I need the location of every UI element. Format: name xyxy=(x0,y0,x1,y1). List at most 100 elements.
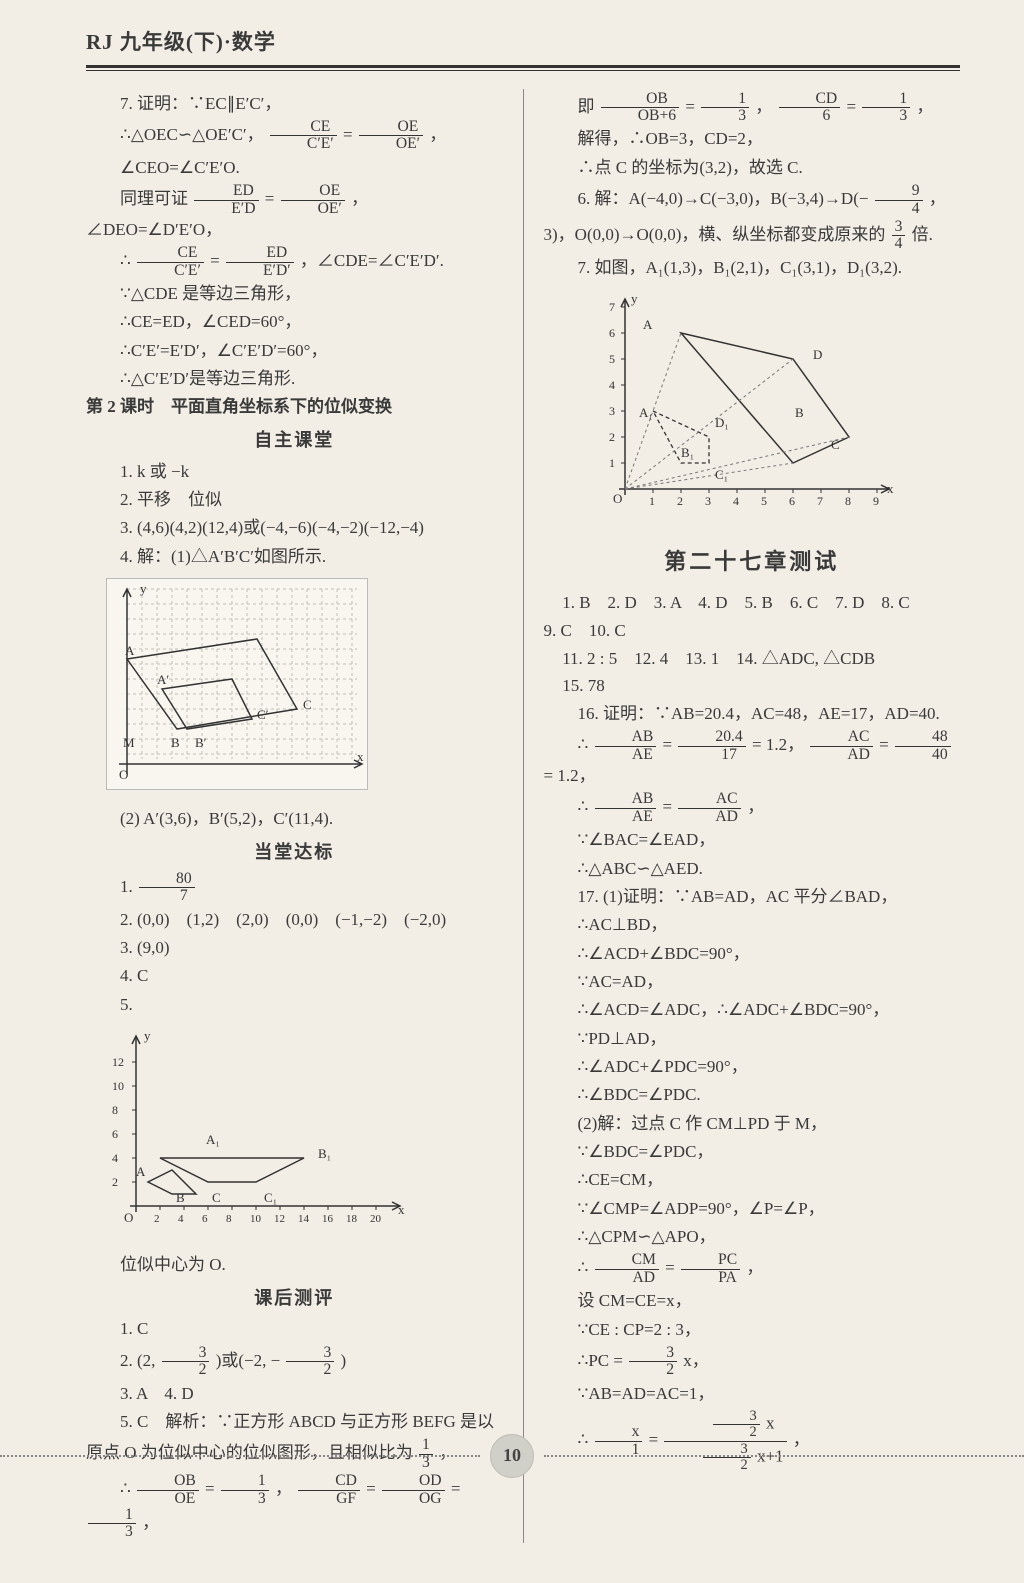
text: 16. 证明：∵AB=20.4，AC=48，AE=17，AD=40. xyxy=(544,701,961,727)
text: ∵∠BDC=∠PDC， xyxy=(544,1139,961,1165)
svg-text:A: A xyxy=(136,1164,146,1179)
t: ∴ xyxy=(578,1258,589,1277)
text: ∴∠ADC+∠PDC=90°， xyxy=(544,1054,961,1080)
svg-text:B: B xyxy=(176,1190,185,1205)
text: ∴∠ACD+∠BDC=90°， xyxy=(544,941,961,967)
t: = 1.2， xyxy=(752,735,804,754)
text: ∴ CMAD = PCPA ， xyxy=(544,1252,961,1286)
svg-text:M: M xyxy=(123,735,135,750)
svg-text:14: 14 xyxy=(298,1213,310,1225)
svg-text:2: 2 xyxy=(677,494,683,508)
fraction: CEC′E′ xyxy=(137,245,204,279)
text: ∴点 C 的坐标为(3,2)，故选 C. xyxy=(544,155,961,181)
svg-text:2: 2 xyxy=(154,1213,160,1225)
svg-text:C₁: C₁ xyxy=(715,467,728,482)
svg-text:4: 4 xyxy=(178,1213,184,1225)
fraction: PCPA xyxy=(681,1252,740,1286)
svg-text:y: y xyxy=(144,1028,151,1043)
answers-row: 11. 2 : 5 12. 4 13. 1 14. △ADC, △CDB xyxy=(544,646,961,672)
text: 解得，∴OB=3，CD=2， xyxy=(544,126,961,152)
text: 3. A 4. D xyxy=(86,1381,503,1407)
text: 6. 解：A(−4,0)→C(−3,0)，B(−3,4)→D(− 94 ， xyxy=(544,183,961,217)
svg-text:O: O xyxy=(613,491,622,506)
right-column: 即 OBOB+6 = 13 ， CD6 = 13 ， 解得，∴OB=3，CD=2… xyxy=(524,89,961,1543)
svg-text:5: 5 xyxy=(761,494,767,508)
rule-thin xyxy=(86,70,960,71)
fraction: 807 xyxy=(139,871,195,905)
svg-text:3: 3 xyxy=(705,494,711,508)
t: ， xyxy=(929,189,946,208)
text: ∴ ABAE = 20.417 = 1.2， ACAD = 4840 = 1.2… xyxy=(544,729,961,789)
fraction: CDGF xyxy=(298,1473,360,1507)
fraction: 13 xyxy=(221,1473,269,1507)
figure-parallelogram-chart: 246810122468101214161820yxOABCA₁B₁C₁ xyxy=(106,1026,406,1236)
t: ) xyxy=(341,1351,347,1370)
section-title: 自主课堂 xyxy=(86,427,503,455)
svg-text:B: B xyxy=(171,735,180,750)
t: = xyxy=(685,96,699,115)
svg-text:D₁: D₁ xyxy=(715,415,729,430)
t: 同理可证 xyxy=(120,189,188,208)
svg-text:D: D xyxy=(813,347,822,362)
text: ∴CE=CM， xyxy=(544,1167,961,1193)
text: 3)，O(0,0)→O(0,0)，横、纵坐标都变成原来的 34 倍. xyxy=(544,219,961,253)
svg-text:4: 4 xyxy=(609,378,615,392)
text: ∵PD⊥AD， xyxy=(544,1026,961,1052)
t: ∴ xyxy=(120,1479,131,1498)
svg-text:7: 7 xyxy=(609,300,615,314)
text: ∴ OBOE = 13 ， CDGF = ODOG = 13 ， xyxy=(86,1473,503,1541)
svg-text:6: 6 xyxy=(112,1127,118,1141)
fraction: OEOE′ xyxy=(281,183,345,217)
t: ， xyxy=(916,96,933,115)
svg-text:6: 6 xyxy=(789,494,795,508)
t: ∴ xyxy=(578,735,589,754)
t: = xyxy=(343,125,357,144)
fraction: ODOG xyxy=(382,1473,445,1507)
rule-thick xyxy=(86,65,960,68)
t: = xyxy=(366,1479,380,1498)
fraction: EDE′D xyxy=(194,183,258,217)
svg-text:x: x xyxy=(357,749,364,764)
text: ∵△CDE 是等边三角形， xyxy=(86,281,503,307)
svg-text:1: 1 xyxy=(609,456,615,470)
svg-text:12: 12 xyxy=(274,1213,285,1225)
text: 1. 807 xyxy=(86,871,503,905)
svg-text:O: O xyxy=(119,767,128,782)
fraction: 32 xyxy=(162,1345,210,1379)
text: 17. (1)证明：∵AB=AD，AC 平分∠BAD， xyxy=(544,884,961,910)
text: 2. (0,0) (1,2) (2,0) (0,0) (−1,−2) (−2,0… xyxy=(86,907,503,933)
svg-text:C: C xyxy=(212,1190,221,1205)
text: 1. C xyxy=(86,1316,503,1342)
svg-text:4: 4 xyxy=(112,1151,118,1165)
text: ∴CE=ED，∠CED=60°， xyxy=(86,309,503,335)
text: 2. (2, 32 )或(−2, − 32 ) xyxy=(86,1345,503,1379)
svg-text:y: y xyxy=(140,581,147,596)
t: ∴△OEC∽△OE′C′， xyxy=(120,125,264,144)
t: = xyxy=(663,735,677,754)
fraction: 4840 xyxy=(895,729,951,763)
fraction: 13 xyxy=(862,91,910,125)
t: = xyxy=(210,251,224,270)
svg-text:10: 10 xyxy=(112,1079,124,1093)
svg-text:B: B xyxy=(795,405,804,420)
text: ∵AC=AD， xyxy=(544,969,961,995)
text: ∴△CPM∽△APO， xyxy=(544,1224,961,1250)
svg-text:6: 6 xyxy=(609,326,615,340)
t: )或(−2, − xyxy=(216,1351,281,1370)
fraction: 34 xyxy=(892,219,906,253)
text: ∴△C′E′D′是等边三角形. xyxy=(86,366,503,392)
fraction: 13 xyxy=(701,91,749,125)
t: ， xyxy=(275,1479,292,1498)
svg-text:5: 5 xyxy=(609,352,615,366)
text: ∴PC = 32 x， xyxy=(544,1345,961,1379)
t: ∴ xyxy=(120,251,131,270)
text: ∵∠CMP=∠ADP=90°，∠P=∠P， xyxy=(544,1196,961,1222)
text: 即 OBOB+6 = 13 ， CD6 = 13 ， xyxy=(544,91,961,125)
t: x， xyxy=(683,1351,709,1370)
t: 2. (2, xyxy=(120,1351,160,1370)
text: 位似中心为 O. xyxy=(86,1252,503,1278)
svg-text:6: 6 xyxy=(202,1213,208,1225)
fraction: 20.417 xyxy=(678,729,745,763)
fraction: 32 xyxy=(629,1345,677,1379)
text: (2) A′(3,6)，B′(5,2)，C′(11,4). xyxy=(86,806,503,832)
